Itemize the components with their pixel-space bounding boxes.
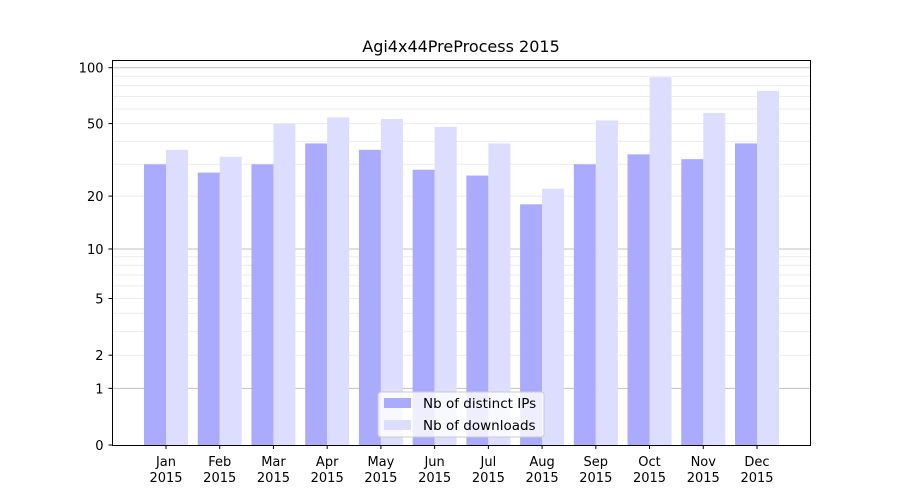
x-tick-label-line: Aug bbox=[529, 455, 554, 470]
x-tick-label: Nov 2015 bbox=[687, 455, 720, 486]
x-tick-label-line: Feb bbox=[208, 455, 231, 470]
x-tick-label-line: 2015 bbox=[418, 471, 451, 486]
x-tick-label: Sep 2015 bbox=[579, 455, 612, 486]
x-tick-label: Jul 2015 bbox=[472, 455, 505, 486]
x-tick-label-line: 2015 bbox=[633, 471, 666, 486]
bar-downloads bbox=[649, 77, 672, 445]
legend-swatch-downloads bbox=[384, 420, 411, 430]
x-tick-label-line: Jul bbox=[480, 455, 497, 470]
bar-distinct-ips bbox=[466, 175, 489, 445]
y-tick-label: 0 bbox=[95, 439, 103, 454]
x-tick-label: Apr 2015 bbox=[311, 455, 344, 486]
x-tick-label: Feb 2015 bbox=[203, 455, 236, 486]
bar-distinct-ips bbox=[305, 143, 328, 445]
x-tick-label: Aug 2015 bbox=[526, 455, 559, 486]
bar-downloads bbox=[166, 149, 188, 445]
x-tick-label-line: 2015 bbox=[149, 471, 182, 486]
plot-frame bbox=[112, 60, 811, 446]
x-tick-label: May 2015 bbox=[364, 455, 397, 486]
bar-downloads bbox=[327, 117, 350, 446]
bar-distinct-ips bbox=[358, 149, 381, 445]
legend-label-ips: Nb of distinct IPs bbox=[423, 396, 536, 412]
x-tick-label-line: Nov bbox=[691, 455, 717, 470]
bar-distinct-ips bbox=[627, 154, 650, 445]
y-tick-label: 100 bbox=[79, 62, 104, 77]
x-tick-label-line: 2015 bbox=[472, 471, 505, 486]
x-tick-label-line: Oct bbox=[638, 455, 660, 470]
bar-downloads bbox=[488, 143, 511, 445]
bar-downloads bbox=[595, 120, 618, 445]
bar-distinct-ips bbox=[144, 164, 166, 445]
bar-downloads bbox=[542, 188, 565, 445]
bar-distinct-ips bbox=[681, 159, 704, 445]
y-tick-label: 5 bbox=[95, 293, 103, 308]
bar-distinct-ips bbox=[251, 164, 274, 445]
y-tick-label: 10 bbox=[87, 243, 104, 258]
bar-downloads bbox=[434, 126, 457, 445]
x-tick-label: Mar 2015 bbox=[257, 455, 290, 486]
x-tick-label-line: Sep bbox=[584, 455, 609, 470]
x-tick-label-line: May bbox=[367, 455, 394, 470]
bar-downloads bbox=[380, 118, 403, 445]
x-tick-label-line: 2015 bbox=[526, 471, 559, 486]
x-tick-label-line: Jan bbox=[155, 455, 176, 470]
x-tick-label-line: Jun bbox=[423, 455, 444, 470]
x-tick-label-line: 2015 bbox=[257, 471, 290, 486]
bar-distinct-ips bbox=[573, 164, 596, 445]
x-tick-label: Jan 2015 bbox=[149, 455, 182, 486]
x-tick-label: Oct 2015 bbox=[633, 455, 666, 486]
bar-downloads bbox=[703, 113, 726, 445]
y-tick-label: 2 bbox=[95, 349, 103, 364]
y-tick-label: 20 bbox=[87, 190, 104, 205]
bar-downloads bbox=[273, 123, 296, 446]
x-tick-label-line: 2015 bbox=[203, 471, 236, 486]
x-tick-label: Jun 2015 bbox=[418, 455, 451, 486]
bar-distinct-ips bbox=[197, 172, 220, 445]
x-tick-label-line: 2015 bbox=[311, 471, 344, 486]
legend-label-downloads: Nb of downloads bbox=[423, 418, 536, 434]
legend: Nb of distinct IPs Nb of downloads bbox=[377, 391, 545, 438]
y-tick-label: 50 bbox=[87, 118, 104, 133]
bar-distinct-ips bbox=[520, 204, 543, 445]
x-tick-label-line: 2015 bbox=[579, 471, 612, 486]
bar-downloads bbox=[757, 90, 779, 446]
bars bbox=[144, 77, 779, 446]
bar-downloads bbox=[219, 156, 242, 446]
legend-swatch-ips bbox=[384, 398, 411, 408]
x-tick-label-line: 2015 bbox=[364, 471, 397, 486]
legend-box bbox=[377, 391, 545, 438]
chart-title: Agi4x44PreProcess 2015 bbox=[362, 37, 560, 56]
bar-distinct-ips bbox=[735, 143, 757, 445]
y-axis: 0 1 2 5 10 20 50 100 bbox=[79, 62, 113, 454]
y-tick-label: 1 bbox=[95, 382, 103, 397]
x-tick-label-line: Dec bbox=[744, 455, 769, 470]
x-tick-label-line: Apr bbox=[316, 455, 339, 470]
x-tick-label-line: Mar bbox=[261, 455, 286, 470]
x-tick-label-line: 2015 bbox=[687, 471, 720, 486]
x-tick-label-line: 2015 bbox=[740, 471, 773, 486]
bar-distinct-ips bbox=[412, 169, 435, 445]
x-tick-label: Dec 2015 bbox=[740, 455, 773, 486]
